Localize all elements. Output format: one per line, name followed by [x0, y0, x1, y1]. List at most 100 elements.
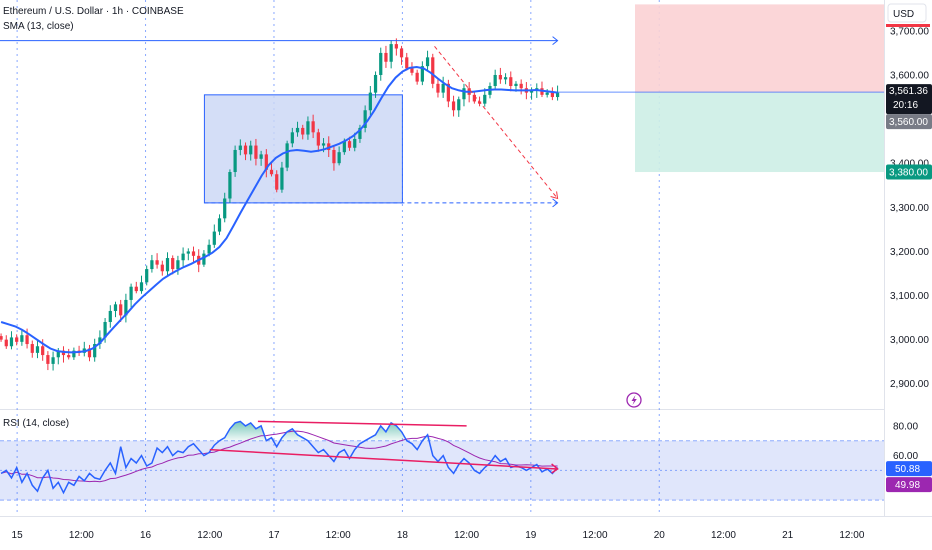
candle-body[interactable] [451, 101, 456, 111]
candle-body[interactable] [306, 121, 310, 135]
candle-body[interactable] [358, 127, 362, 139]
candle-body[interactable] [145, 269, 149, 283]
candle-body[interactable] [368, 92, 372, 111]
candle-body[interactable] [87, 348, 92, 358]
reward-zone[interactable] [635, 92, 884, 173]
time-tick-label[interactable]: 12:00 [839, 530, 864, 541]
sma-line[interactable] [0, 65, 558, 354]
candle-body[interactable] [337, 152, 341, 164]
risk-zone[interactable] [635, 4, 884, 93]
candle-body[interactable] [41, 346, 45, 356]
candle-body[interactable] [254, 145, 258, 159]
candle-body[interactable] [124, 299, 128, 316]
symbol-title[interactable]: Ethereum / U.S. Dollar · 1h · COINBASE [3, 6, 184, 17]
candle-body[interactable] [207, 244, 211, 254]
time-tick-label[interactable]: 12:00 [711, 530, 736, 541]
candle-body[interactable] [20, 335, 24, 342]
candle-body[interactable] [316, 132, 320, 146]
candle-body[interactable] [384, 52, 388, 62]
sma-legend[interactable]: SMA (13, close) [3, 21, 74, 32]
candle-body[interactable] [0, 336, 3, 340]
rsi-ma-line[interactable] [0, 430, 558, 483]
candle-body[interactable] [269, 169, 274, 175]
candle-body[interactable] [379, 52, 383, 75]
candle-body[interactable] [129, 286, 133, 300]
consolidation-box[interactable] [203, 94, 403, 204]
candle-body[interactable] [280, 167, 284, 190]
time-tick-label[interactable]: 20 [654, 530, 666, 541]
candle-body[interactable] [483, 94, 487, 104]
candle-body[interactable] [249, 145, 253, 155]
candle-body[interactable] [363, 110, 367, 128]
candle-body[interactable] [155, 260, 159, 265]
candle-body[interactable] [264, 154, 268, 170]
candle-body[interactable] [67, 355, 71, 358]
candle-body[interactable] [93, 344, 97, 358]
time-axis-ticks[interactable]: 15 12:00 16 12:00 17 12:00 18 12:00 19 12:00 20 12:… [12, 530, 865, 541]
time-tick-label[interactable]: 21 [782, 530, 794, 541]
candle-body[interactable] [103, 321, 107, 338]
rsi-divergence-bottom[interactable] [209, 448, 558, 470]
candle-body[interactable] [30, 344, 34, 353]
candle-body[interactable] [150, 260, 154, 270]
candle-body[interactable] [529, 90, 534, 93]
candle-body[interactable] [160, 264, 164, 272]
candle-body[interactable] [514, 83, 518, 87]
candle-body[interactable] [394, 44, 398, 49]
candle-body[interactable] [405, 57, 409, 69]
candle-body[interactable] [472, 94, 476, 102]
candle-body[interactable] [389, 44, 393, 62]
forecast-dashed-arrow[interactable] [434, 45, 558, 199]
candle-body[interactable] [550, 92, 554, 98]
time-tick-label[interactable]: 16 [140, 530, 152, 541]
candle-body[interactable] [259, 154, 263, 159]
candle-body[interactable] [134, 286, 138, 292]
candle-body[interactable] [493, 74, 497, 87]
candle-body[interactable] [431, 57, 435, 84]
candle-body[interactable] [436, 83, 440, 93]
candle-body[interactable] [420, 66, 424, 82]
rsi-legend[interactable]: RSI (14, close) [3, 418, 70, 429]
candle-body[interactable] [332, 149, 336, 164]
candle-body[interactable] [555, 92, 560, 98]
candle-body[interactable] [223, 198, 227, 219]
candle-body[interactable] [217, 218, 222, 232]
candle-body[interactable] [399, 48, 404, 58]
candle-body[interactable] [186, 251, 190, 254]
candle-body[interactable] [25, 335, 29, 345]
time-tick-label[interactable]: 12:00 [583, 530, 608, 541]
candle-body[interactable] [72, 350, 76, 358]
candle-body[interactable] [46, 355, 50, 364]
candle-body[interactable] [191, 251, 196, 256]
candle-body[interactable] [238, 145, 242, 150]
candle-body[interactable] [113, 304, 118, 311]
candle-body[interactable] [457, 99, 461, 111]
rsi-line[interactable] [0, 420, 559, 495]
alert-lightning-icon[interactable] [626, 392, 642, 408]
candle-body[interactable] [119, 304, 123, 316]
candle-body[interactable] [415, 72, 419, 82]
candle-body[interactable] [462, 88, 466, 100]
candle-body[interactable] [228, 172, 232, 199]
candle-body[interactable] [108, 310, 112, 322]
candle-body[interactable] [321, 143, 326, 146]
time-tick-label[interactable]: 12:00 [454, 530, 479, 541]
candle-body[interactable] [285, 143, 289, 168]
candle-body[interactable] [290, 132, 294, 144]
candle-body[interactable] [410, 68, 414, 73]
candle-body[interactable] [347, 141, 352, 148]
candle-body[interactable] [212, 231, 216, 245]
candle-body[interactable] [4, 339, 8, 347]
candle-body[interactable] [353, 138, 357, 148]
time-tick-label[interactable]: 12:00 [326, 530, 351, 541]
candle-body[interactable] [446, 83, 450, 102]
time-tick-label[interactable]: 17 [268, 530, 280, 541]
candle-body[interactable] [51, 357, 55, 364]
candle-body[interactable] [509, 77, 513, 87]
candle-body[interactable] [519, 83, 523, 89]
candle-body[interactable] [311, 121, 315, 133]
time-tick-label[interactable]: 18 [397, 530, 409, 541]
candle-body[interactable] [275, 174, 279, 190]
candle-body[interactable] [171, 258, 175, 270]
candle-body[interactable] [498, 74, 502, 80]
